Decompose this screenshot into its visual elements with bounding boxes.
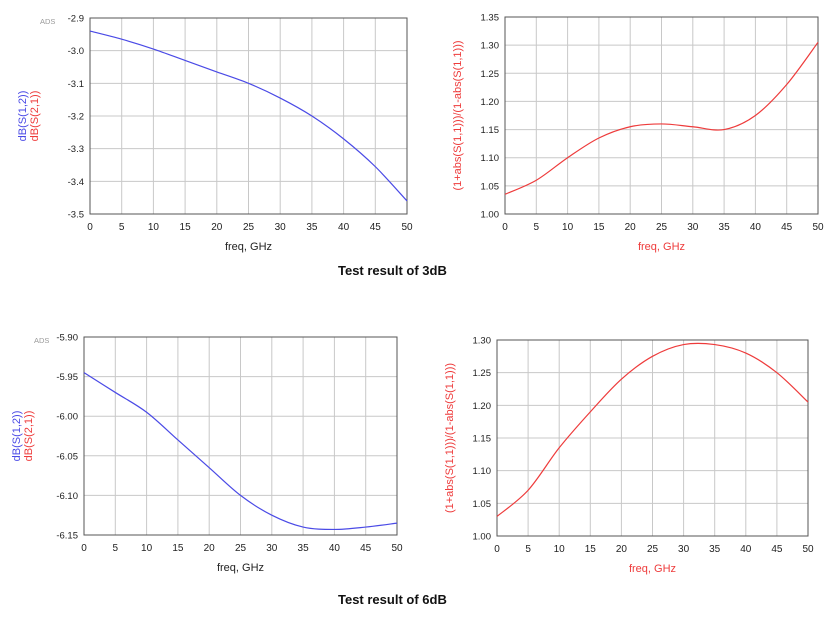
x-tick-label: 35 — [719, 222, 731, 233]
y-tick-label: 1.15 — [481, 125, 500, 136]
y-tick-label: -2.9 — [68, 14, 84, 25]
y-tick-label: 1.05 — [481, 181, 500, 192]
y-tick-label: 1.20 — [481, 97, 500, 108]
x-axis-label: freq, GHz — [638, 241, 685, 253]
plot-frame — [496, 339, 809, 537]
x-tick-label: 50 — [802, 544, 814, 555]
chart-c1: 0 5 10 15 20 25 30 35 40 45 50 -2.9 -3.0 -3.1 -3.2 -3.3… — [17, 14, 413, 254]
chart-c4: 0 5 10 15 20 25 30 35 40 45 50 1.30 1.25 1.20 1.15 1.10… — [444, 336, 814, 576]
x-tick-label: 45 — [771, 544, 783, 555]
ads-badge: ADS — [40, 17, 55, 26]
x-axis-label: freq, GHz — [629, 563, 676, 575]
plot-frame — [83, 336, 398, 536]
y-tick-label: 1.00 — [473, 532, 492, 543]
y-tick-label: -5.95 — [56, 372, 78, 383]
x-tick-label: 30 — [275, 222, 287, 233]
x-tick-label: 50 — [391, 543, 403, 554]
x-tick-label: 35 — [298, 543, 310, 554]
x-tick-label: 5 — [119, 222, 125, 233]
x-tick-label: 15 — [585, 544, 597, 555]
x-tick-label: 20 — [211, 222, 223, 233]
x-tick-label: 40 — [338, 222, 350, 233]
x-tick-label: 15 — [593, 222, 605, 233]
y-tick-label: -6.05 — [56, 451, 78, 462]
y-axis-label: dB(S(1,2)) — [11, 411, 23, 462]
x-tick-label: 30 — [687, 222, 699, 233]
x-tick-label: 10 — [554, 544, 566, 555]
x-tick-label: 15 — [180, 222, 192, 233]
ads-badge: ADS — [34, 336, 49, 345]
x-tick-label: 40 — [329, 543, 341, 554]
x-tick-label: 10 — [148, 222, 160, 233]
x-tick-label: 45 — [360, 543, 372, 554]
y-tick-label: 1.25 — [473, 368, 492, 379]
y-tick-label: 1.30 — [473, 336, 492, 347]
x-tick-label: 0 — [494, 544, 500, 555]
x-tick-label: 10 — [562, 222, 574, 233]
y-axis-label: dB(S(1,2)) — [17, 91, 29, 142]
y-tick-label: -3.2 — [68, 112, 84, 123]
x-tick-label: 25 — [243, 222, 255, 233]
y-tick-label: 1.05 — [473, 499, 492, 510]
x-tick-label: 50 — [812, 222, 824, 233]
y-tick-label: -6.15 — [56, 531, 78, 542]
y-axis-label: (1+abs(S(1,1)))/(1-abs(S(1,1))) — [452, 40, 464, 190]
y-tick-label: 1.25 — [481, 69, 500, 80]
y-axis-label: (1+abs(S(1,1)))/(1-abs(S(1,1))) — [444, 363, 456, 513]
series-line — [89, 30, 408, 202]
y-tick-label: 1.35 — [481, 13, 500, 24]
y-tick-label: -3.5 — [68, 210, 84, 221]
y-tick-label: 1.10 — [481, 153, 500, 164]
chart-c2: 0 5 10 15 20 25 30 35 40 45 50 1.35 1.30 1.25 1.20 1.15… — [452, 13, 824, 254]
y-tick-label: 1.30 — [481, 41, 500, 52]
x-tick-label: 35 — [306, 222, 318, 233]
y-axis-label: dB(S(2,1)) — [23, 411, 35, 462]
y-tick-label: -3.1 — [68, 79, 84, 90]
y-tick-label: 1.00 — [481, 210, 500, 221]
x-tick-label: 50 — [401, 222, 413, 233]
caption-3db: Test result of 3dB — [338, 263, 447, 278]
y-tick-label: -6.10 — [56, 491, 78, 502]
y-tick-label: -3.3 — [68, 144, 84, 155]
x-tick-label: 0 — [502, 222, 508, 233]
plot-frame — [89, 17, 408, 215]
y-tick-label: -3.4 — [68, 177, 84, 188]
x-tick-label: 45 — [370, 222, 382, 233]
y-tick-label: 1.20 — [473, 401, 492, 412]
y-tick-label: -3.0 — [68, 46, 84, 57]
plot-frame — [504, 16, 819, 215]
x-tick-label: 25 — [647, 544, 659, 555]
x-tick-label: 20 — [625, 222, 637, 233]
x-axis-label: freq, GHz — [225, 241, 272, 253]
x-tick-label: 35 — [709, 544, 721, 555]
x-tick-label: 20 — [204, 543, 216, 554]
chart-c3: 0 5 10 15 20 25 30 35 40 45 50 -5.90 -5.95 -6.00 -6.05… — [11, 333, 403, 575]
x-tick-label: 0 — [81, 543, 87, 554]
x-tick-label: 25 — [656, 222, 668, 233]
y-axis-label: dB(S(2,1)) — [29, 91, 41, 142]
series-line — [496, 342, 809, 517]
x-tick-label: 45 — [781, 222, 793, 233]
y-tick-label: 1.10 — [473, 466, 492, 477]
x-tick-label: 5 — [113, 543, 119, 554]
x-tick-label: 30 — [678, 544, 690, 555]
caption-6db: Test result of 6dB — [338, 592, 447, 607]
x-tick-label: 10 — [141, 543, 153, 554]
y-tick-label: -6.00 — [56, 412, 78, 423]
x-axis-label: freq, GHz — [217, 562, 264, 574]
series-line — [504, 41, 819, 195]
x-tick-label: 5 — [525, 544, 531, 555]
series-line — [83, 372, 398, 531]
x-tick-label: 15 — [172, 543, 184, 554]
x-tick-label: 40 — [750, 222, 762, 233]
x-tick-label: 40 — [740, 544, 752, 555]
y-tick-label: 1.15 — [473, 434, 492, 445]
x-tick-label: 20 — [616, 544, 628, 555]
x-tick-label: 30 — [266, 543, 278, 554]
x-tick-label: 0 — [87, 222, 93, 233]
y-tick-label: -5.90 — [56, 333, 78, 344]
x-tick-label: 25 — [235, 543, 247, 554]
x-tick-label: 5 — [534, 222, 540, 233]
